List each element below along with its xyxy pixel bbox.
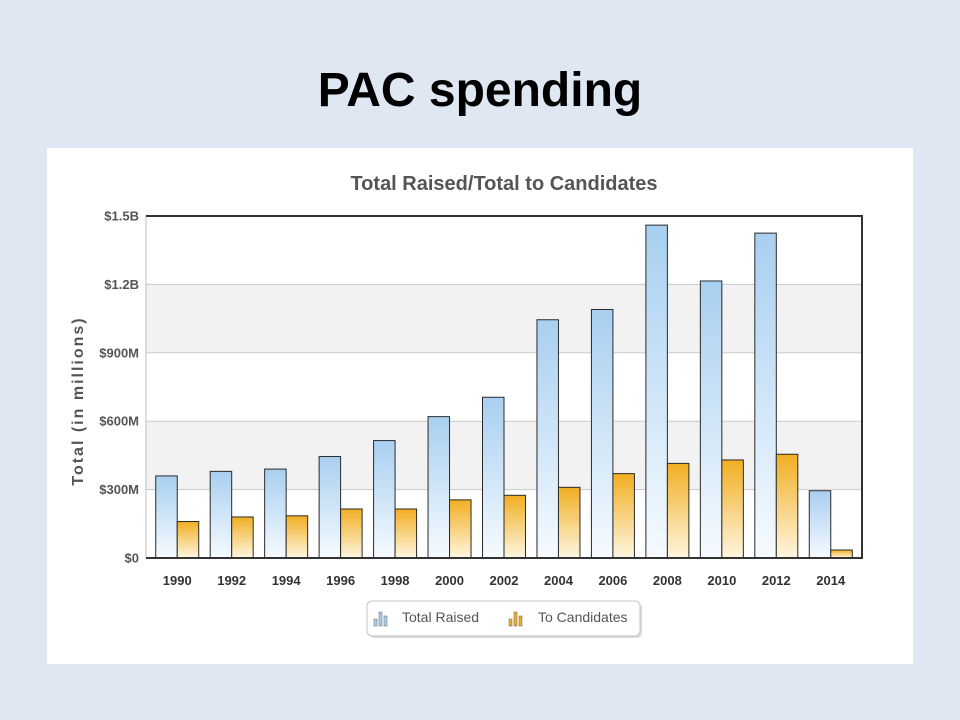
bar-chart: Total Raised/Total to Candidates $0 $300M… [70, 173, 863, 638]
legend-box [366, 600, 641, 637]
y-tick-label: $1.5B [104, 209, 139, 224]
plot-frame [146, 215, 863, 559]
x-tick-label: 1998 [381, 573, 410, 588]
bar-total-raised-1994 [264, 468, 287, 559]
y-axis-ticks: $0 $300M $600M $900M $1.2B $1.5B [99, 209, 139, 566]
bar-total-raised-1996 [318, 456, 342, 559]
bar-total-raised-2006 [590, 308, 614, 559]
y-tick-label: $900M [99, 345, 139, 360]
x-tick-label: 2014 [816, 573, 846, 588]
bar-to-candidates-1998 [394, 508, 418, 559]
bar-to-candidates-2010 [721, 459, 744, 559]
bars [155, 224, 853, 559]
bar-to-candidates-2004 [557, 486, 581, 559]
bar-chart-icon [373, 611, 388, 627]
x-tick-label: 1992 [217, 573, 246, 588]
legend-label-total-raised: Total Raised [402, 609, 479, 625]
bar-total-raised-1998 [373, 440, 396, 559]
x-tick-label: 1990 [163, 573, 192, 588]
bar-to-candidates-1996 [340, 508, 363, 559]
icon-bar [518, 615, 523, 627]
bar-to-candidates-1992 [231, 516, 254, 559]
bar-total-raised-2002 [482, 396, 505, 559]
legend-item-to-candidates: To Candidates [508, 609, 628, 627]
x-tick-label: 2008 [653, 573, 682, 588]
bar-to-candidates-2006 [612, 473, 635, 559]
bar-total-raised-1990 [155, 475, 178, 559]
x-tick-label: 2006 [598, 573, 627, 588]
legend-label-to-candidates: To Candidates [538, 609, 628, 625]
bar-total-raised-2010 [699, 280, 723, 559]
x-tick-label: 2000 [435, 573, 464, 588]
y-axis-label: Total (in millions) [70, 316, 87, 485]
bar-to-candidates-2012 [775, 453, 799, 559]
bar-to-candidates-1994 [285, 515, 309, 559]
bar-chart-icon [508, 611, 523, 627]
icon-bar [513, 611, 518, 627]
x-tick-label: 2004 [544, 573, 574, 588]
bar-total-raised-2004 [536, 319, 559, 559]
y-tick-label: $1.2B [104, 277, 139, 292]
bar-total-raised-2012 [754, 232, 777, 559]
bar-total-raised-2008 [645, 224, 668, 559]
grid-band [146, 284, 862, 353]
bar-total-raised-2000 [427, 416, 451, 559]
y-tick-label: $600M [99, 414, 139, 429]
icon-bar [508, 618, 513, 627]
bar-to-candidates-2008 [666, 462, 690, 559]
y-tick-label: $0 [125, 551, 139, 566]
legend-item-total-raised: Total Raised [373, 609, 479, 627]
bar-to-candidates-2000 [449, 499, 472, 559]
x-tick-label: 1994 [272, 573, 302, 588]
bar-total-raised-1992 [209, 470, 233, 559]
x-tick-label: 2010 [707, 573, 736, 588]
icon-bar [373, 618, 378, 627]
legend: Total Raised To Candidates [366, 600, 642, 638]
x-tick-label: 2012 [762, 573, 791, 588]
bar-total-raised-2014 [808, 490, 832, 559]
bar-to-candidates-2002 [503, 494, 526, 559]
icon-bar [378, 611, 383, 627]
x-tick-label: 2002 [490, 573, 519, 588]
chart-panel: Total Raised/Total to Candidates $0 $300M… [47, 148, 913, 664]
y-tick-label: $300M [99, 482, 139, 497]
slide-title: PAC spending [317, 64, 643, 117]
bar-to-candidates-2014 [830, 549, 853, 559]
x-axis-ticks: 1990 1992 1994 1996 1998 2000 2002 2004 2006 2008… [163, 573, 846, 588]
bar-to-candidates-1990 [176, 521, 200, 559]
x-tick-label: 1996 [326, 573, 355, 588]
icon-bar [383, 615, 388, 627]
chart-title: Total Raised/Total to Candidates [350, 173, 657, 195]
